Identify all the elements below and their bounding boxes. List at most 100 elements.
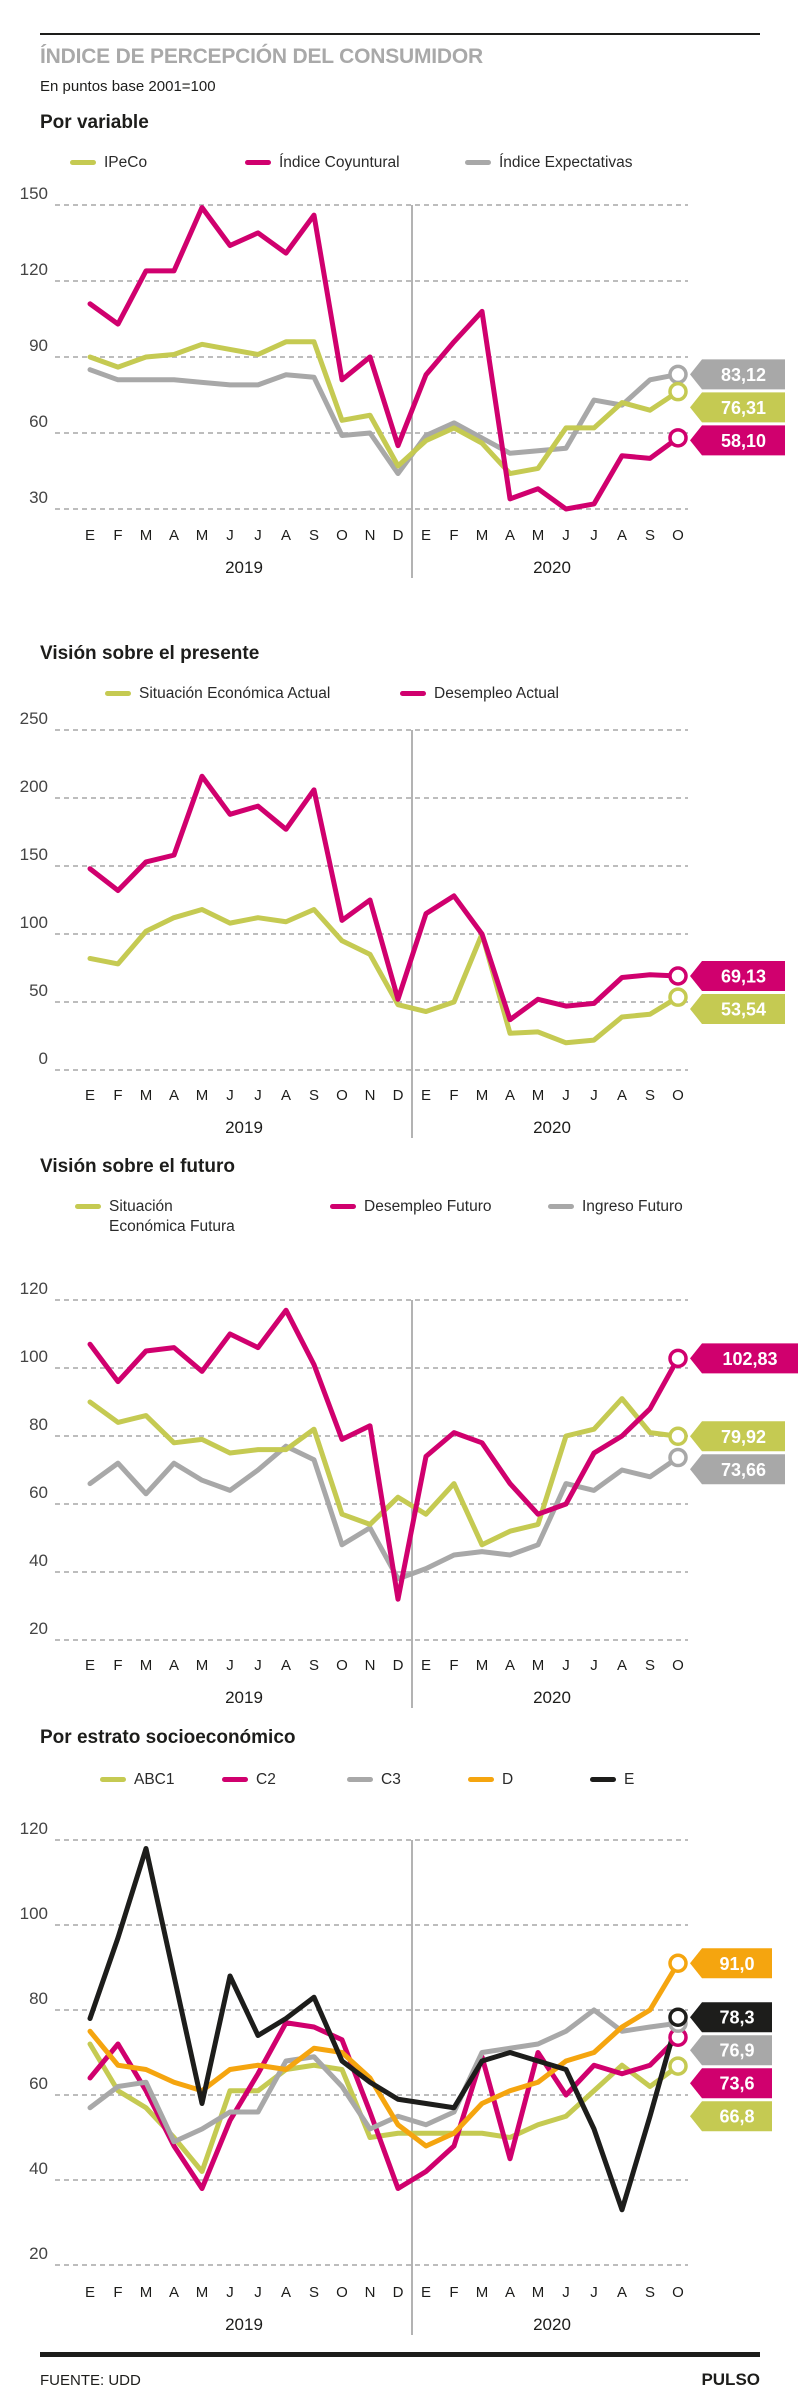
x-year-label: 2020 <box>533 2315 571 2334</box>
y-tick-label: 0 <box>39 1049 48 1068</box>
end-badge-value: 91,0 <box>719 1954 754 1974</box>
x-month-label: A <box>505 2284 515 2301</box>
x-month-label: A <box>281 1087 291 1104</box>
x-month-label: M <box>476 1657 489 1674</box>
x-month-label: M <box>532 2284 545 2301</box>
legend-item-indice-coyuntural: Índice Coyuntural <box>245 153 400 173</box>
x-month-label: N <box>365 2284 376 2301</box>
x-month-label: A <box>617 2284 627 2301</box>
x-month-label: J <box>254 1087 262 1104</box>
x-month-label: F <box>449 1087 458 1104</box>
x-month-label: A <box>505 527 515 544</box>
x-month-label: J <box>254 527 262 544</box>
x-month-label: A <box>281 1657 291 1674</box>
section-title-vision-presente: Visión sobre el presente <box>40 643 260 664</box>
x-month-label: F <box>113 1087 122 1104</box>
x-month-label: E <box>421 1087 431 1104</box>
x-month-label: J <box>226 527 234 544</box>
y-tick-label: 60 <box>29 2074 48 2093</box>
end-badge-d <box>690 1948 772 1979</box>
end-marker-desempleo-futuro <box>668 1348 688 1369</box>
legend-vision-presente: Situación Económica Actual Desempleo Actu… <box>0 684 800 744</box>
x-month-label: J <box>562 527 570 544</box>
x-month-label: M <box>532 1087 545 1104</box>
end-marker-abc1 <box>668 2056 688 2076</box>
legend-label: IPeCo <box>104 154 148 171</box>
legend-item-indice-expectativas: Índice Expectativas <box>465 153 633 173</box>
footer-source: FUENTE: UDD <box>40 2372 141 2389</box>
footer-rule <box>40 2352 760 2357</box>
x-month-label: M <box>196 2284 209 2301</box>
x-month-label: F <box>449 2284 458 2301</box>
legend-label: C3 <box>381 1771 401 1788</box>
x-month-label: J <box>254 1657 262 1674</box>
x-year-label: 2020 <box>533 1688 571 1707</box>
x-month-label: D <box>393 527 404 544</box>
y-tick-label: 200 <box>20 777 48 796</box>
x-month-label: F <box>113 2284 122 2301</box>
x-month-label: O <box>672 527 684 544</box>
end-badge-value: 73,6 <box>719 2074 754 2094</box>
series-line-situacion-economica-actual <box>87 907 681 1046</box>
legend-label: Desempleo Futuro <box>364 1198 492 1215</box>
end-badge-ingreso-futuro <box>690 1454 785 1485</box>
y-tick-label: 60 <box>29 412 48 431</box>
legend-label: D <box>502 1771 514 1788</box>
series-line-ipeco <box>87 339 681 477</box>
x-month-label: F <box>113 527 122 544</box>
x-year-label: 2020 <box>533 558 571 577</box>
legend-swatch-situacion-economica-actual <box>105 691 131 696</box>
x-month-label: E <box>85 527 95 544</box>
end-badge-value: 66,8 <box>719 2107 754 2127</box>
legend-label: Situación Económica Futura <box>109 1198 235 1236</box>
x-month-label: J <box>590 527 598 544</box>
x-month-label: O <box>336 2284 348 2301</box>
end-badge-desempleo-futuro <box>690 1343 798 1374</box>
series-line-indice-coyuntural <box>87 205 681 512</box>
end-badge-c3 <box>690 2035 772 2066</box>
legend-swatch-situacion-economica-futura <box>75 1204 101 1209</box>
legend-item-ingreso-futuro: Ingreso Futuro <box>548 1197 683 1217</box>
x-month-label: D <box>393 1087 404 1104</box>
footer-brand: PULSO <box>701 2370 760 2389</box>
legend-swatch-abc1 <box>100 1777 126 1782</box>
legend-vision-futuro: Situación Económica Futura Desempleo Futu… <box>0 1197 800 1257</box>
x-month-label: M <box>140 2284 153 2301</box>
legend-swatch-ingreso-futuro <box>548 1204 574 1209</box>
end-badge-value: 73,66 <box>721 1460 766 1480</box>
legend-label: Índice Expectativas <box>499 154 633 171</box>
x-month-label: M <box>476 527 489 544</box>
x-month-label: A <box>169 2284 179 2301</box>
end-marker-indice-coyuntural <box>668 428 688 448</box>
x-month-label: J <box>254 2284 262 2301</box>
legend-swatch-c2 <box>222 1777 248 1782</box>
x-month-label: M <box>140 1087 153 1104</box>
y-tick-label: 40 <box>29 2159 48 2178</box>
x-month-label: E <box>421 2284 431 2301</box>
y-tick-label: 250 <box>20 709 48 728</box>
x-month-label: A <box>281 527 291 544</box>
series-line-desempleo-actual <box>87 773 681 1023</box>
x-month-label: S <box>645 2284 655 2301</box>
page-subtitle: En puntos base 2001=100 <box>40 78 216 95</box>
end-badge-situacion-economica-futura <box>690 1421 785 1452</box>
x-month-label: S <box>645 1087 655 1104</box>
page-title: ÍNDICE DE PERCEPCIÓN DEL CONSUMIDOR <box>40 45 483 68</box>
x-month-label: J <box>226 2284 234 2301</box>
end-marker-situacion-economica-actual <box>668 987 688 1007</box>
y-tick-label: 20 <box>29 1619 48 1638</box>
end-marker-e <box>668 2007 688 2027</box>
end-badge-value: 76,9 <box>719 2041 754 2061</box>
end-badge-indice-expectativas <box>690 359 785 390</box>
x-month-label: M <box>476 2284 489 2301</box>
x-month-label: A <box>617 1087 627 1104</box>
x-year-label: 2019 <box>225 2315 263 2334</box>
x-month-label: E <box>85 2284 95 2301</box>
legend-label: ABC1 <box>134 1771 175 1788</box>
legend-label: E <box>624 1771 635 1788</box>
x-month-label: A <box>505 1087 515 1104</box>
x-month-label: J <box>226 1087 234 1104</box>
x-month-label: S <box>309 1087 319 1104</box>
x-month-label: A <box>169 1087 179 1104</box>
